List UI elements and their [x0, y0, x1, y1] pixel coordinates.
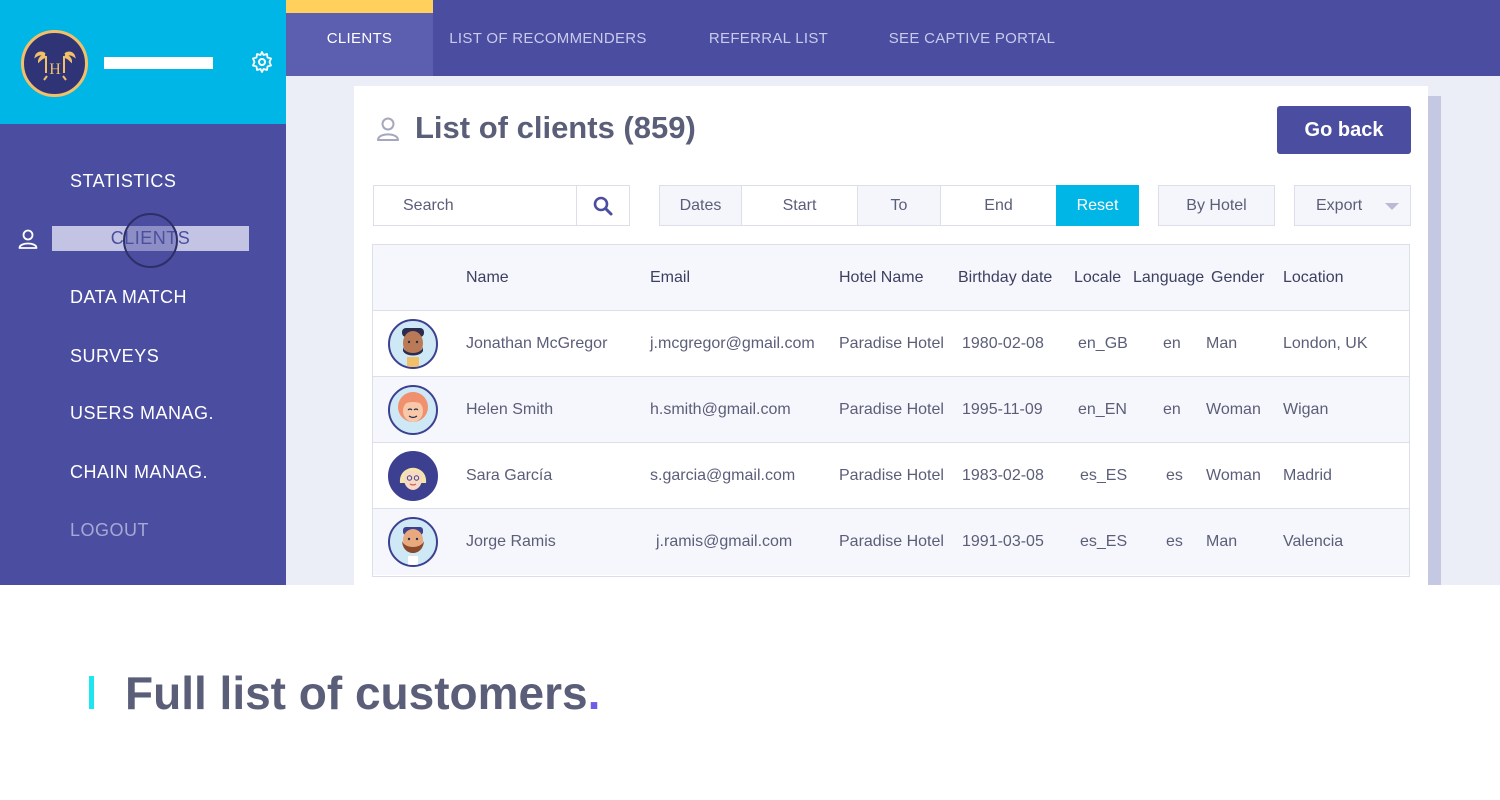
cell-name: Sara García [466, 466, 553, 484]
cell-gender: Man [1206, 334, 1238, 352]
chevron-down-icon [1385, 203, 1399, 210]
avatar [388, 517, 438, 567]
tab-list-of-recommenders[interactable]: LIST OF RECOMMENDERS [433, 0, 663, 76]
sidebar: H STATISTICS CLIENTS DATA MATCH SURVEYS … [0, 0, 286, 585]
cell-birthday: 1983-02-08 [962, 466, 1044, 484]
cell-locale: en_GB [1078, 334, 1128, 352]
clients-table: Name Email Hotel Name Birthday date Loca… [372, 244, 1410, 577]
woman-avatar-icon [398, 392, 428, 422]
cell-email: j.mcgregor@gmail.com [650, 334, 815, 352]
table-header-row: Name Email Hotel Name Birthday date Loca… [373, 245, 1409, 311]
start-date-field[interactable]: Start [741, 185, 858, 226]
search-input[interactable] [373, 185, 577, 226]
hotel-name-redacted [104, 57, 213, 69]
column-header-birthday-date[interactable]: Birthday date [958, 268, 1053, 286]
tab-label: LIST OF RECOMMENDERS [449, 29, 647, 47]
table-row[interactable]: Jonathan McGregor j.mcgregor@gmail.com P… [373, 311, 1409, 377]
tab-label: REFERRAL LIST [708, 29, 829, 47]
sidebar-item-chain-manag[interactable]: CHAIN MANAG. [70, 462, 209, 482]
cell-location: Wigan [1283, 400, 1329, 418]
caption-heading: Full list of customers. [125, 666, 600, 720]
woman-avatar-icon [399, 467, 427, 490]
sidebar-item-clients[interactable]: CLIENTS [52, 226, 249, 251]
cell-locale: es_ES [1080, 533, 1128, 550]
cell-name: Jorge Ramis [466, 533, 556, 550]
caption-dot: . [587, 667, 601, 719]
column-header-language[interactable]: Language [1133, 268, 1205, 286]
cell-locale: es_ES [1080, 466, 1128, 484]
cell-birthday: 1991-03-05 [962, 533, 1044, 550]
cell-email: j.ramis@gmail.com [656, 533, 793, 550]
caption-accent-bar [89, 676, 94, 709]
user-icon [377, 117, 399, 141]
palm-tree-icon: H [33, 51, 76, 81]
sidebar-item-users-manag[interactable]: USERS MANAG. [70, 403, 215, 423]
dates-label: Dates [659, 185, 742, 226]
column-header-name[interactable]: Name [466, 268, 509, 286]
sidebar-item-logout[interactable]: LOGOUT [70, 520, 150, 540]
avatar [388, 385, 438, 435]
search-icon [593, 196, 613, 215]
reset-button[interactable]: Reset [1056, 185, 1139, 226]
end-date-field[interactable]: End [940, 185, 1057, 226]
avatar [388, 451, 438, 501]
cell-language: en [1163, 400, 1181, 418]
tab-label: SEE CAPTIVE PORTAL [888, 29, 1056, 47]
cell-hotel: Paradise Hotel [839, 400, 944, 418]
cell-language: es [1166, 466, 1183, 484]
cell-hotel: Paradise Hotel [839, 334, 944, 352]
sidebar-item-data-match[interactable]: DATA MATCH [70, 287, 187, 307]
avatar [388, 319, 438, 369]
cell-gender: Man [1206, 533, 1238, 550]
man-avatar-icon [402, 527, 424, 565]
table-row[interactable]: Jorge Ramis j.ramis@gmail.com Paradise H… [373, 509, 1409, 575]
svg-text:H: H [49, 61, 61, 78]
cell-gender: Woman [1206, 466, 1261, 484]
export-dropdown[interactable]: Export [1294, 185, 1411, 226]
tab-label: CLIENTS [326, 29, 393, 47]
cell-location: Madrid [1283, 466, 1332, 484]
caption-text: Full list of customers [125, 667, 588, 719]
cell-birthday: 1980-02-08 [962, 334, 1044, 352]
sidebar-item-statistics[interactable]: STATISTICS [70, 171, 177, 191]
tab-referral-list[interactable]: REFERRAL LIST [681, 0, 856, 76]
sidebar-item-label: CLIENTS [110, 228, 191, 248]
cell-gender: Woman [1206, 400, 1261, 418]
cell-hotel: Paradise Hotel [839, 466, 944, 484]
column-header-email[interactable]: Email [650, 268, 691, 286]
scrollbar[interactable] [1428, 96, 1441, 585]
cell-hotel: Paradise Hotel [839, 533, 944, 550]
sidebar-header: H [0, 0, 286, 124]
man-avatar-icon [402, 328, 424, 367]
cell-language: es [1166, 533, 1183, 550]
tab-clients[interactable]: CLIENTS [286, 0, 433, 76]
cell-language: en [1163, 334, 1181, 352]
top-nav: CLIENTS LIST OF RECOMMENDERS REFERRAL LI… [286, 0, 1500, 76]
cell-locale: en_EN [1078, 400, 1127, 418]
cell-email: s.garcia@gmail.com [650, 466, 796, 484]
table-row[interactable]: Helen Smith h.smith@gmail.com Paradise H… [373, 377, 1409, 443]
column-header-locale[interactable]: Locale [1074, 268, 1122, 286]
hotel-logo[interactable]: H [21, 30, 88, 97]
gear-icon[interactable] [250, 50, 274, 74]
search-button[interactable] [576, 185, 630, 226]
table-row[interactable]: Sara García s.garcia@gmail.com Paradise … [373, 443, 1409, 509]
cell-birthday: 1995-11-09 [962, 400, 1043, 418]
tab-see-captive-portal[interactable]: SEE CAPTIVE PORTAL [876, 0, 1068, 76]
cell-email: h.smith@gmail.com [650, 400, 791, 418]
sidebar-item-surveys[interactable]: SURVEYS [70, 346, 160, 366]
to-label: To [857, 185, 941, 226]
active-tab-indicator [286, 0, 433, 13]
column-header-gender[interactable]: Gender [1211, 268, 1265, 286]
cell-location: Valencia [1283, 533, 1344, 550]
user-icon [18, 229, 38, 249]
cell-name: Helen Smith [466, 400, 554, 418]
column-header-location[interactable]: Location [1283, 268, 1344, 286]
page-title: List of clients (859) [415, 110, 696, 145]
go-back-button[interactable]: Go back [1277, 106, 1411, 154]
by-hotel-button[interactable]: By Hotel [1158, 185, 1275, 226]
column-header-hotel-name[interactable]: Hotel Name [839, 268, 924, 286]
cell-name: Jonathan McGregor [466, 334, 608, 352]
cell-location: London, UK [1283, 334, 1368, 352]
